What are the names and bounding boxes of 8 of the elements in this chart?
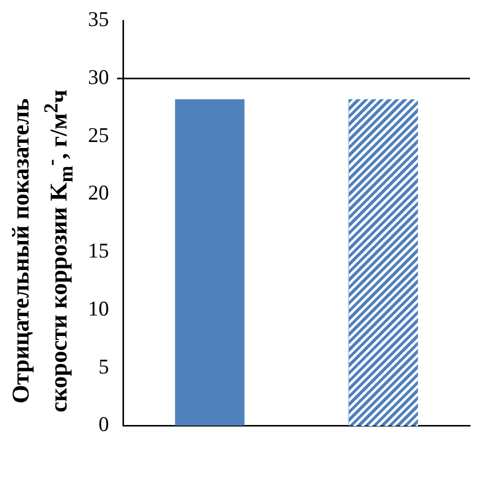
y-tick-label: 35 [88, 7, 109, 32]
y-tick-label: 25 [88, 122, 109, 147]
y-tick-label: 20 [88, 180, 109, 205]
y-tick-label: 5 [98, 354, 109, 378]
y-tick-label: 15 [88, 238, 109, 263]
y-tick-label: 10 [88, 296, 109, 320]
y-tick-label: 30 [88, 64, 109, 89]
y-tick-label: 0 [98, 412, 109, 436]
